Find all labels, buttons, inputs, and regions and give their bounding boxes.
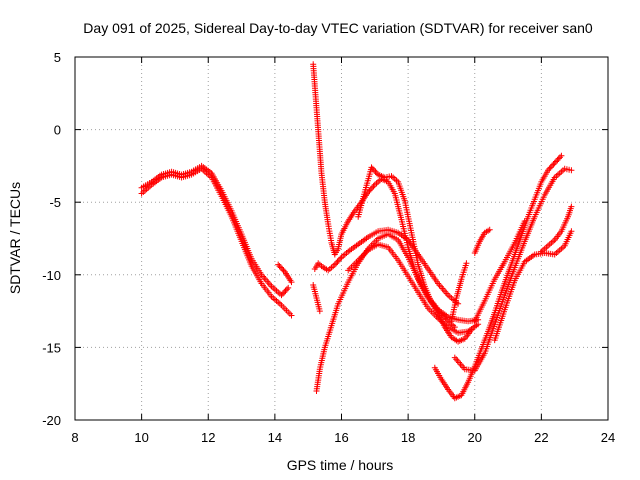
grid-layer — [75, 57, 608, 420]
series-track-c — [275, 261, 295, 286]
y-tick-label: -5 — [49, 195, 61, 210]
x-tick-label: 16 — [334, 430, 348, 445]
data-point — [334, 258, 341, 265]
data-point — [370, 183, 377, 190]
series-track-p — [538, 203, 575, 255]
data-point — [486, 226, 493, 233]
y-axis-label: SDTVAR / TECUs — [7, 182, 23, 294]
data-point — [568, 167, 575, 174]
series-track-m — [471, 226, 493, 256]
x-tick-label: 20 — [468, 430, 482, 445]
data-point — [368, 164, 375, 171]
series-track-b — [138, 165, 295, 319]
series-track-f — [311, 226, 462, 307]
data-point — [463, 260, 470, 267]
y-tick-label: -10 — [42, 268, 61, 283]
y-tick-label: -20 — [42, 413, 61, 428]
tick-layer — [74, 56, 609, 421]
data-point — [288, 279, 295, 286]
series-track-i — [310, 282, 323, 315]
series-layer — [138, 61, 575, 402]
data-point — [285, 284, 292, 291]
data-point — [568, 203, 575, 210]
data-point — [371, 167, 378, 174]
y-tick-label: 5 — [54, 50, 61, 65]
x-tick-label: 14 — [268, 430, 282, 445]
series-track-o — [491, 228, 575, 344]
data-point — [555, 155, 562, 162]
data-point — [568, 228, 575, 235]
data-point — [546, 165, 553, 172]
series-track-h — [345, 241, 482, 336]
data-point — [521, 218, 528, 225]
data-point — [276, 263, 283, 270]
series-track-k — [451, 165, 575, 374]
data-point — [316, 308, 323, 315]
x-tick-label: 22 — [534, 430, 548, 445]
data-point — [331, 261, 338, 268]
data-point — [558, 152, 565, 159]
x-tick-label: 24 — [601, 430, 615, 445]
data-point — [278, 292, 285, 299]
chart-title: Day 091 of 2025, Sidereal Day-to-day VTE… — [83, 20, 593, 36]
data-point — [475, 321, 482, 328]
data-point — [367, 186, 374, 193]
data-point — [455, 300, 462, 307]
data-point — [288, 312, 295, 319]
data-point — [283, 286, 290, 293]
data-point — [553, 158, 559, 165]
data-point — [279, 266, 286, 272]
x-tick-label: 10 — [134, 430, 148, 445]
series-track-n — [471, 218, 528, 325]
x-tick-label: 12 — [201, 430, 215, 445]
y-tick-label: 0 — [54, 123, 61, 138]
data-point — [337, 255, 344, 262]
series-track-l — [448, 260, 470, 325]
data-point — [281, 289, 288, 296]
x-tick-label: 18 — [401, 430, 415, 445]
x-axis-label: GPS time / hours — [287, 457, 394, 473]
x-tick-label: 8 — [71, 430, 78, 445]
y-tick-label: -15 — [42, 340, 61, 355]
data-point — [550, 161, 557, 168]
tick-label-layer: 8 10 12 14 16 18 20 22 24 -20 -15 -10 -5 0 5 — [42, 50, 615, 445]
